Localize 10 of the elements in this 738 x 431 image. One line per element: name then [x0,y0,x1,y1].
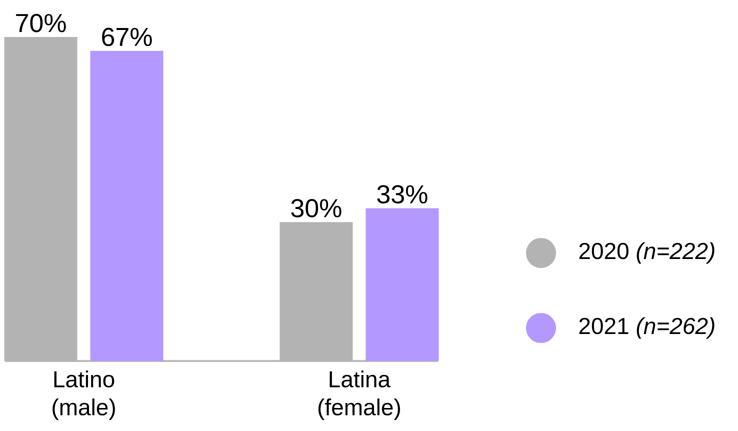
data-label: 67% [102,28,152,46]
legend-label: 2021 (n=262) [579,317,714,339]
bar [366,208,439,361]
x-tick-label: Latina (female) [318,370,400,420]
data-label: 70% [16,14,66,32]
legend-label: 2020 (n=222) [579,242,714,264]
data-label: 30% [291,198,342,218]
data-label: 33% [377,185,428,204]
bar [90,50,164,361]
x-tick-label: Latino (male) [52,370,115,420]
